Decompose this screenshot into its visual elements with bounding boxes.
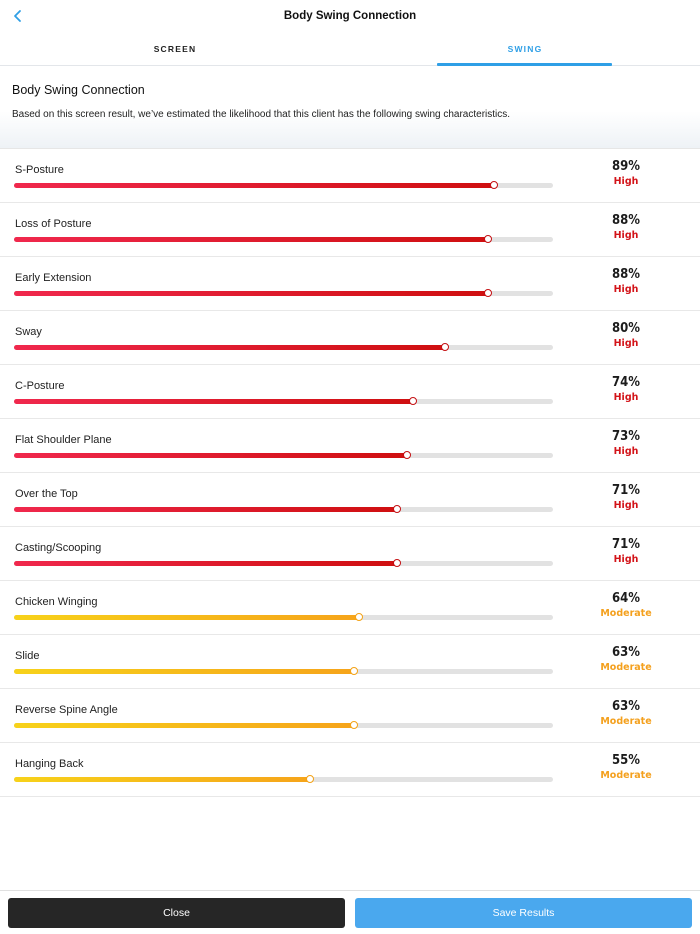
likelihood-bar-fill bbox=[14, 345, 445, 350]
likelihood-bar-fill bbox=[14, 291, 488, 296]
tab-screen[interactable]: SCREEN bbox=[153, 43, 197, 54]
likelihood-bar-knob bbox=[355, 613, 363, 621]
characteristic-row: C-Posture 74% High bbox=[0, 365, 700, 419]
likelihood-level-badge: High bbox=[613, 554, 639, 565]
likelihood-bar-track bbox=[14, 721, 553, 729]
likelihood-bar-knob bbox=[441, 343, 449, 351]
characteristic-name: Reverse Spine Angle bbox=[15, 704, 118, 716]
characteristic-name: S-Posture bbox=[15, 164, 64, 176]
likelihood-bar-knob bbox=[393, 505, 401, 513]
likelihood-level-badge: High bbox=[613, 392, 639, 403]
likelihood-percent: 63% bbox=[612, 645, 640, 660]
characteristic-row: Early Extension 88% High bbox=[0, 257, 700, 311]
likelihood-bar-knob bbox=[393, 559, 401, 567]
likelihood-bar-knob bbox=[306, 775, 314, 783]
likelihood-percent: 88% bbox=[612, 213, 640, 228]
section-description: Based on this screen result, we’ve estim… bbox=[12, 109, 511, 120]
characteristic-name: Sway bbox=[15, 326, 42, 338]
likelihood-bar-knob bbox=[350, 721, 358, 729]
characteristic-row: Hanging Back 55% Moderate bbox=[0, 743, 700, 797]
likelihood-level-badge: High bbox=[613, 230, 639, 241]
likelihood-bar-knob bbox=[484, 289, 492, 297]
likelihood-bar-track bbox=[14, 505, 553, 513]
page-title: Body Swing Connection bbox=[283, 10, 417, 22]
likelihood-level-badge: Moderate bbox=[600, 662, 652, 673]
tab-swing[interactable]: SWING bbox=[350, 32, 700, 66]
likelihood-level-badge: High bbox=[613, 500, 639, 511]
characteristic-name: Over the Top bbox=[15, 488, 78, 500]
likelihood-bar-fill bbox=[14, 399, 413, 404]
characteristic-row: Slide 63% Moderate bbox=[0, 635, 700, 689]
likelihood-bar-track bbox=[14, 235, 553, 243]
likelihood-percent: 73% bbox=[612, 429, 640, 444]
characteristic-name: Slide bbox=[15, 650, 40, 662]
likelihood-bar-fill bbox=[14, 723, 354, 728]
likelihood-bar-knob bbox=[350, 667, 358, 675]
likelihood-bar-knob bbox=[490, 181, 498, 189]
back-button[interactable] bbox=[8, 6, 28, 26]
likelihood-percent: 80% bbox=[612, 321, 640, 336]
tab-bar: SCREEN SWING bbox=[0, 32, 700, 66]
likelihood-percent: 74% bbox=[612, 375, 640, 390]
likelihood-bar-track bbox=[14, 181, 553, 189]
likelihood-level-badge: High bbox=[613, 176, 639, 187]
likelihood-level-badge: Moderate bbox=[600, 608, 652, 619]
likelihood-bar-track bbox=[14, 451, 553, 459]
characteristic-name: Chicken Winging bbox=[15, 596, 98, 608]
characteristic-row: S-Posture 89% High bbox=[0, 149, 700, 203]
likelihood-bar-track bbox=[14, 667, 553, 675]
likelihood-level-badge: Moderate bbox=[600, 770, 652, 781]
characteristic-row: Sway 80% High bbox=[0, 311, 700, 365]
characteristic-row: Loss of Posture 88% High bbox=[0, 203, 700, 257]
characteristic-name: Flat Shoulder Plane bbox=[15, 434, 112, 446]
likelihood-bar-fill bbox=[14, 453, 407, 458]
likelihood-bar-track bbox=[14, 559, 553, 567]
likelihood-bar-track bbox=[14, 289, 553, 297]
likelihood-bar-track bbox=[14, 775, 553, 783]
save-results-button[interactable]: Save Results bbox=[355, 898, 692, 928]
likelihood-level-badge: High bbox=[613, 284, 639, 295]
intro-section: Body Swing Connection Based on this scre… bbox=[0, 66, 700, 148]
likelihood-bar-fill bbox=[14, 669, 354, 674]
likelihood-percent: 71% bbox=[612, 537, 640, 552]
chevron-left-icon bbox=[14, 10, 21, 22]
characteristics-list: S-Posture 89% High Loss of Posture 88% High Ea… bbox=[0, 148, 700, 797]
characteristic-row: Reverse Spine Angle 63% Moderate bbox=[0, 689, 700, 743]
likelihood-percent: 89% bbox=[612, 159, 640, 174]
likelihood-bar-track bbox=[14, 613, 553, 621]
likelihood-bar-knob bbox=[484, 235, 492, 243]
likelihood-percent: 88% bbox=[612, 267, 640, 282]
close-button[interactable]: Close bbox=[8, 898, 345, 928]
likelihood-percent: 63% bbox=[612, 699, 640, 714]
top-bar: Body Swing Connection bbox=[0, 0, 700, 32]
likelihood-bar-fill bbox=[14, 615, 359, 620]
likelihood-percent: 55% bbox=[612, 753, 640, 768]
likelihood-bar-fill bbox=[14, 507, 397, 512]
characteristic-row: Flat Shoulder Plane 73% High bbox=[0, 419, 700, 473]
characteristic-row: Over the Top 71% High bbox=[0, 473, 700, 527]
section-heading: Body Swing Connection bbox=[12, 83, 145, 97]
characteristic-name: Loss of Posture bbox=[15, 218, 92, 230]
likelihood-level-badge: High bbox=[613, 446, 639, 457]
characteristic-name: Casting/Scooping bbox=[15, 542, 102, 554]
likelihood-level-badge: High bbox=[613, 338, 639, 349]
likelihood-level-badge: Moderate bbox=[600, 716, 652, 727]
likelihood-percent: 64% bbox=[612, 591, 640, 606]
likelihood-bar-track bbox=[14, 397, 553, 405]
likelihood-bar-track bbox=[14, 343, 553, 351]
characteristic-name: Hanging Back bbox=[15, 758, 84, 770]
characteristic-row: Chicken Winging 64% Moderate bbox=[0, 581, 700, 635]
characteristic-row: Casting/Scooping 71% High bbox=[0, 527, 700, 581]
likelihood-bar-fill bbox=[14, 183, 494, 188]
likelihood-bar-fill bbox=[14, 237, 488, 242]
likelihood-bar-knob bbox=[403, 451, 411, 459]
footer-bar: Close Save Results bbox=[0, 890, 700, 934]
likelihood-bar-fill bbox=[14, 777, 310, 782]
likelihood-bar-knob bbox=[409, 397, 417, 405]
likelihood-bar-fill bbox=[14, 561, 397, 566]
characteristic-name: Early Extension bbox=[15, 272, 92, 284]
characteristic-name: C-Posture bbox=[15, 380, 65, 392]
likelihood-percent: 71% bbox=[612, 483, 640, 498]
